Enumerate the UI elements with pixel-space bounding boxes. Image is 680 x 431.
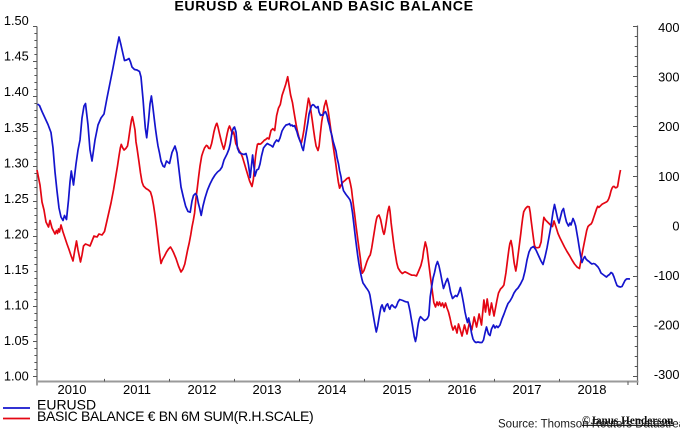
svg-text:200: 200	[658, 119, 679, 134]
svg-text:1.20: 1.20	[4, 226, 29, 241]
svg-text:2015: 2015	[383, 382, 412, 397]
svg-text:2017: 2017	[513, 382, 542, 397]
svg-text:1.05: 1.05	[4, 333, 29, 348]
svg-text:2014: 2014	[318, 382, 347, 397]
svg-text:1.50: 1.50	[4, 13, 29, 28]
svg-text:©Janus Henderson: ©Janus Henderson	[582, 415, 674, 427]
svg-text:BASIC BALANCE € BN 6M SUM(R.H.: BASIC BALANCE € BN 6M SUM(R.H.SCALE)	[37, 408, 313, 424]
svg-text:2011: 2011	[123, 382, 151, 397]
svg-text:1.10: 1.10	[4, 298, 29, 313]
svg-text:Source: Thomson Reuters Datast: Source: Thomson Reuters Datastream	[498, 419, 680, 431]
svg-text:2018: 2018	[578, 382, 607, 397]
svg-text:2013: 2013	[253, 382, 282, 397]
svg-text:2010: 2010	[58, 382, 87, 397]
svg-text:1.25: 1.25	[4, 191, 29, 206]
svg-text:1.15: 1.15	[4, 262, 29, 277]
svg-text:-300: -300	[654, 367, 680, 382]
svg-text:1.40: 1.40	[4, 84, 29, 99]
svg-text:2012: 2012	[188, 382, 217, 397]
svg-text:EURUSD & EUROLAND BASIC BALANC: EURUSD & EUROLAND BASIC BALANCE	[174, 0, 473, 15]
svg-text:300: 300	[658, 70, 679, 85]
svg-text:1.35: 1.35	[4, 120, 29, 135]
svg-text:0: 0	[672, 218, 679, 233]
svg-text:1.45: 1.45	[4, 49, 29, 64]
svg-text:400: 400	[658, 20, 679, 35]
svg-text:1.00: 1.00	[4, 369, 29, 384]
svg-text:-200: -200	[654, 318, 680, 333]
svg-text:1.30: 1.30	[4, 155, 29, 170]
svg-text:2016: 2016	[448, 382, 477, 397]
svg-text:-100: -100	[654, 268, 680, 283]
svg-text:100: 100	[658, 169, 679, 184]
svg-text:EURUSD: EURUSD	[37, 396, 96, 412]
